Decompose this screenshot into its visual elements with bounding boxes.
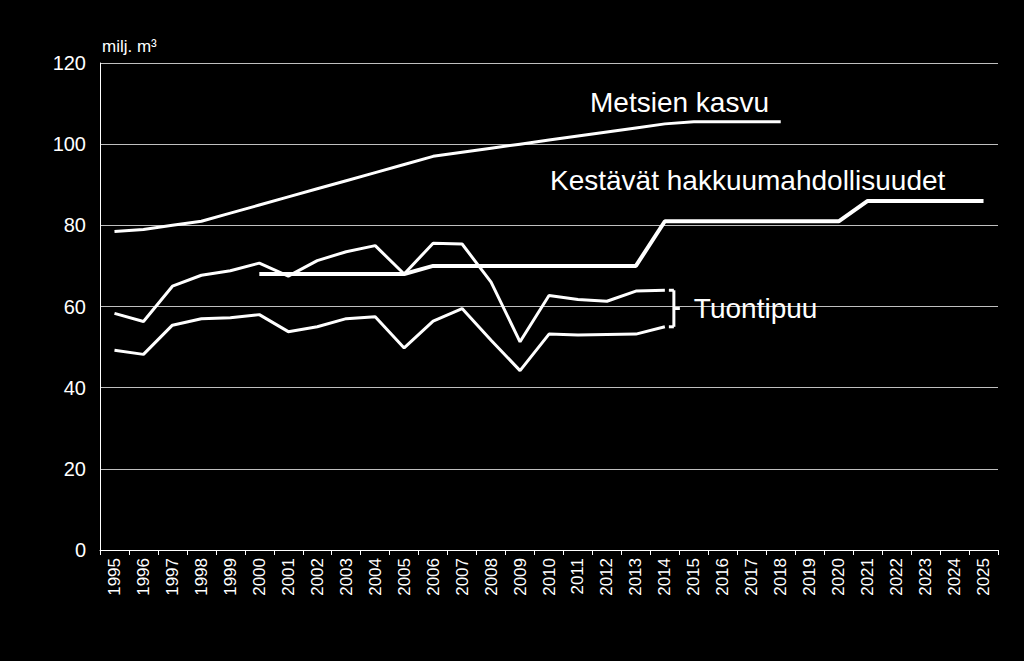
- svg-text:2009: 2009: [511, 558, 530, 596]
- svg-text:2004: 2004: [366, 558, 385, 596]
- svg-text:2021: 2021: [858, 558, 877, 596]
- svg-text:2019: 2019: [800, 558, 819, 596]
- svg-text:2013: 2013: [626, 558, 645, 596]
- svg-text:2008: 2008: [482, 558, 501, 596]
- svg-text:Tuontipuu: Tuontipuu: [694, 293, 818, 324]
- svg-text:20: 20: [64, 458, 86, 480]
- svg-text:60: 60: [64, 296, 86, 318]
- svg-text:2012: 2012: [597, 558, 616, 596]
- svg-text:2007: 2007: [453, 558, 472, 596]
- svg-text:2011: 2011: [568, 558, 587, 595]
- svg-text:2024: 2024: [945, 558, 964, 596]
- svg-text:1999: 1999: [221, 558, 240, 596]
- svg-text:Kestävät hakkuumahdollisuudet: Kestävät hakkuumahdollisuudet: [550, 165, 946, 196]
- svg-text:80: 80: [64, 214, 86, 236]
- svg-text:2005: 2005: [395, 558, 414, 596]
- svg-text:2023: 2023: [916, 558, 935, 596]
- svg-text:2010: 2010: [540, 558, 559, 596]
- svg-text:2015: 2015: [684, 558, 703, 596]
- svg-text:2006: 2006: [424, 558, 443, 596]
- svg-text:0: 0: [75, 539, 86, 561]
- svg-text:2018: 2018: [771, 558, 790, 596]
- svg-text:40: 40: [64, 377, 86, 399]
- svg-text:2016: 2016: [713, 558, 732, 596]
- svg-text:milj. m³: milj. m³: [102, 37, 157, 56]
- svg-text:Metsien kasvu: Metsien kasvu: [590, 87, 769, 118]
- svg-text:2001: 2001: [279, 558, 298, 596]
- svg-text:2020: 2020: [829, 558, 848, 596]
- svg-text:2025: 2025: [974, 558, 993, 596]
- svg-text:1998: 1998: [192, 558, 211, 596]
- svg-text:2000: 2000: [250, 558, 269, 596]
- svg-text:2002: 2002: [308, 558, 327, 596]
- svg-text:1995: 1995: [105, 558, 124, 596]
- svg-text:1997: 1997: [163, 558, 182, 596]
- svg-text:2022: 2022: [887, 558, 906, 596]
- svg-text:2003: 2003: [337, 558, 356, 596]
- svg-text:100: 100: [53, 133, 86, 155]
- svg-text:2017: 2017: [742, 558, 761, 596]
- svg-text:120: 120: [53, 52, 86, 74]
- svg-text:1996: 1996: [134, 558, 153, 596]
- svg-text:2014: 2014: [655, 558, 674, 596]
